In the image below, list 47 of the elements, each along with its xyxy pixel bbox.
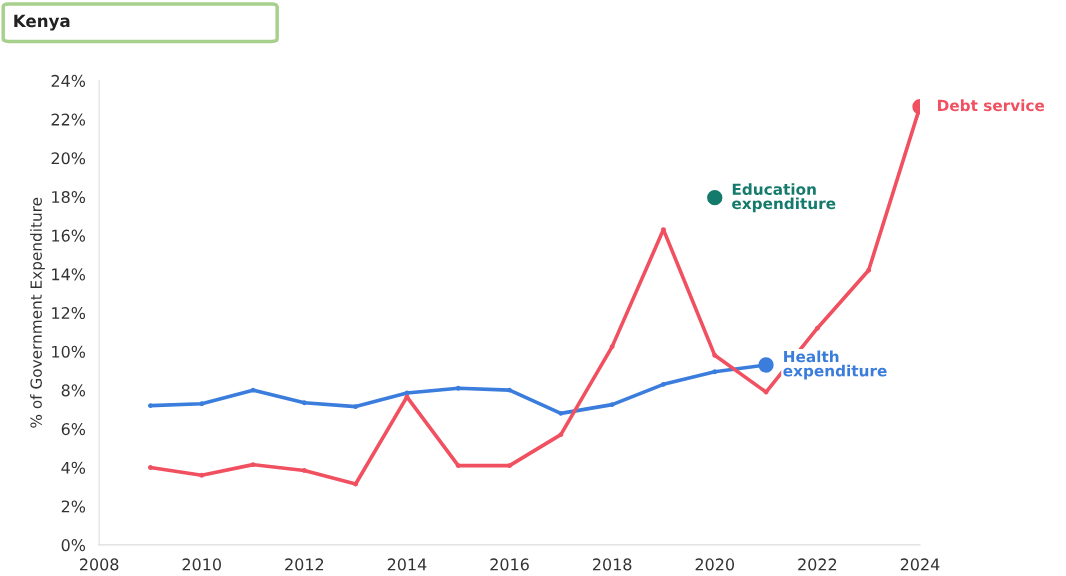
point <box>455 385 461 391</box>
point <box>199 401 205 407</box>
series-label: Education expenditure <box>732 183 836 213</box>
point <box>707 190 723 206</box>
series-label: Debt service <box>938 99 1045 112</box>
point <box>712 352 718 358</box>
y-tick-label: 2% <box>61 500 86 513</box>
point <box>712 369 718 375</box>
point <box>609 402 615 408</box>
point <box>866 267 872 273</box>
point <box>148 465 153 470</box>
series-label: Health expenditure <box>783 350 887 380</box>
x-tick-label: 2024 <box>900 558 940 571</box>
point <box>455 463 461 469</box>
point <box>609 344 615 350</box>
point <box>199 472 205 478</box>
y-tick-label: 12% <box>52 306 86 320</box>
point <box>301 467 307 473</box>
x-tick-label: 2012 <box>285 558 324 571</box>
y-tick-label: 0% <box>61 539 86 552</box>
y-tick-label: 4% <box>61 461 86 474</box>
point <box>814 325 820 331</box>
y-tick-label: 24% <box>51 74 86 87</box>
point <box>558 432 564 438</box>
y-tick-label: 8% <box>61 384 86 397</box>
y-tick-label: 22% <box>51 113 86 126</box>
x-tick-label: 2018 <box>593 558 632 571</box>
point <box>301 400 307 406</box>
point <box>661 381 666 387</box>
y-tick-label: 14% <box>52 268 86 281</box>
y-tick-label: 18% <box>52 190 86 203</box>
x-tick-label: 2020 <box>695 558 735 571</box>
y-axis-title: % of Government Expenditure <box>30 197 45 428</box>
y-tick-label: 20% <box>51 152 86 165</box>
point <box>148 403 153 409</box>
point <box>507 463 512 469</box>
y-tick-label: 6% <box>61 423 86 436</box>
point <box>558 410 564 416</box>
chart-title: Kenya <box>14 14 70 31</box>
point <box>353 404 359 410</box>
y-tick-label: 10% <box>52 345 86 358</box>
y-tick-label: 16% <box>52 229 86 242</box>
x-tick-label: 2010 <box>182 558 221 571</box>
x-tick-label: 2008 <box>79 558 119 571</box>
x-tick-label: 2014 <box>387 558 427 571</box>
x-tick-label: 2022 <box>798 558 837 571</box>
x-tick-label: 2016 <box>490 558 529 571</box>
